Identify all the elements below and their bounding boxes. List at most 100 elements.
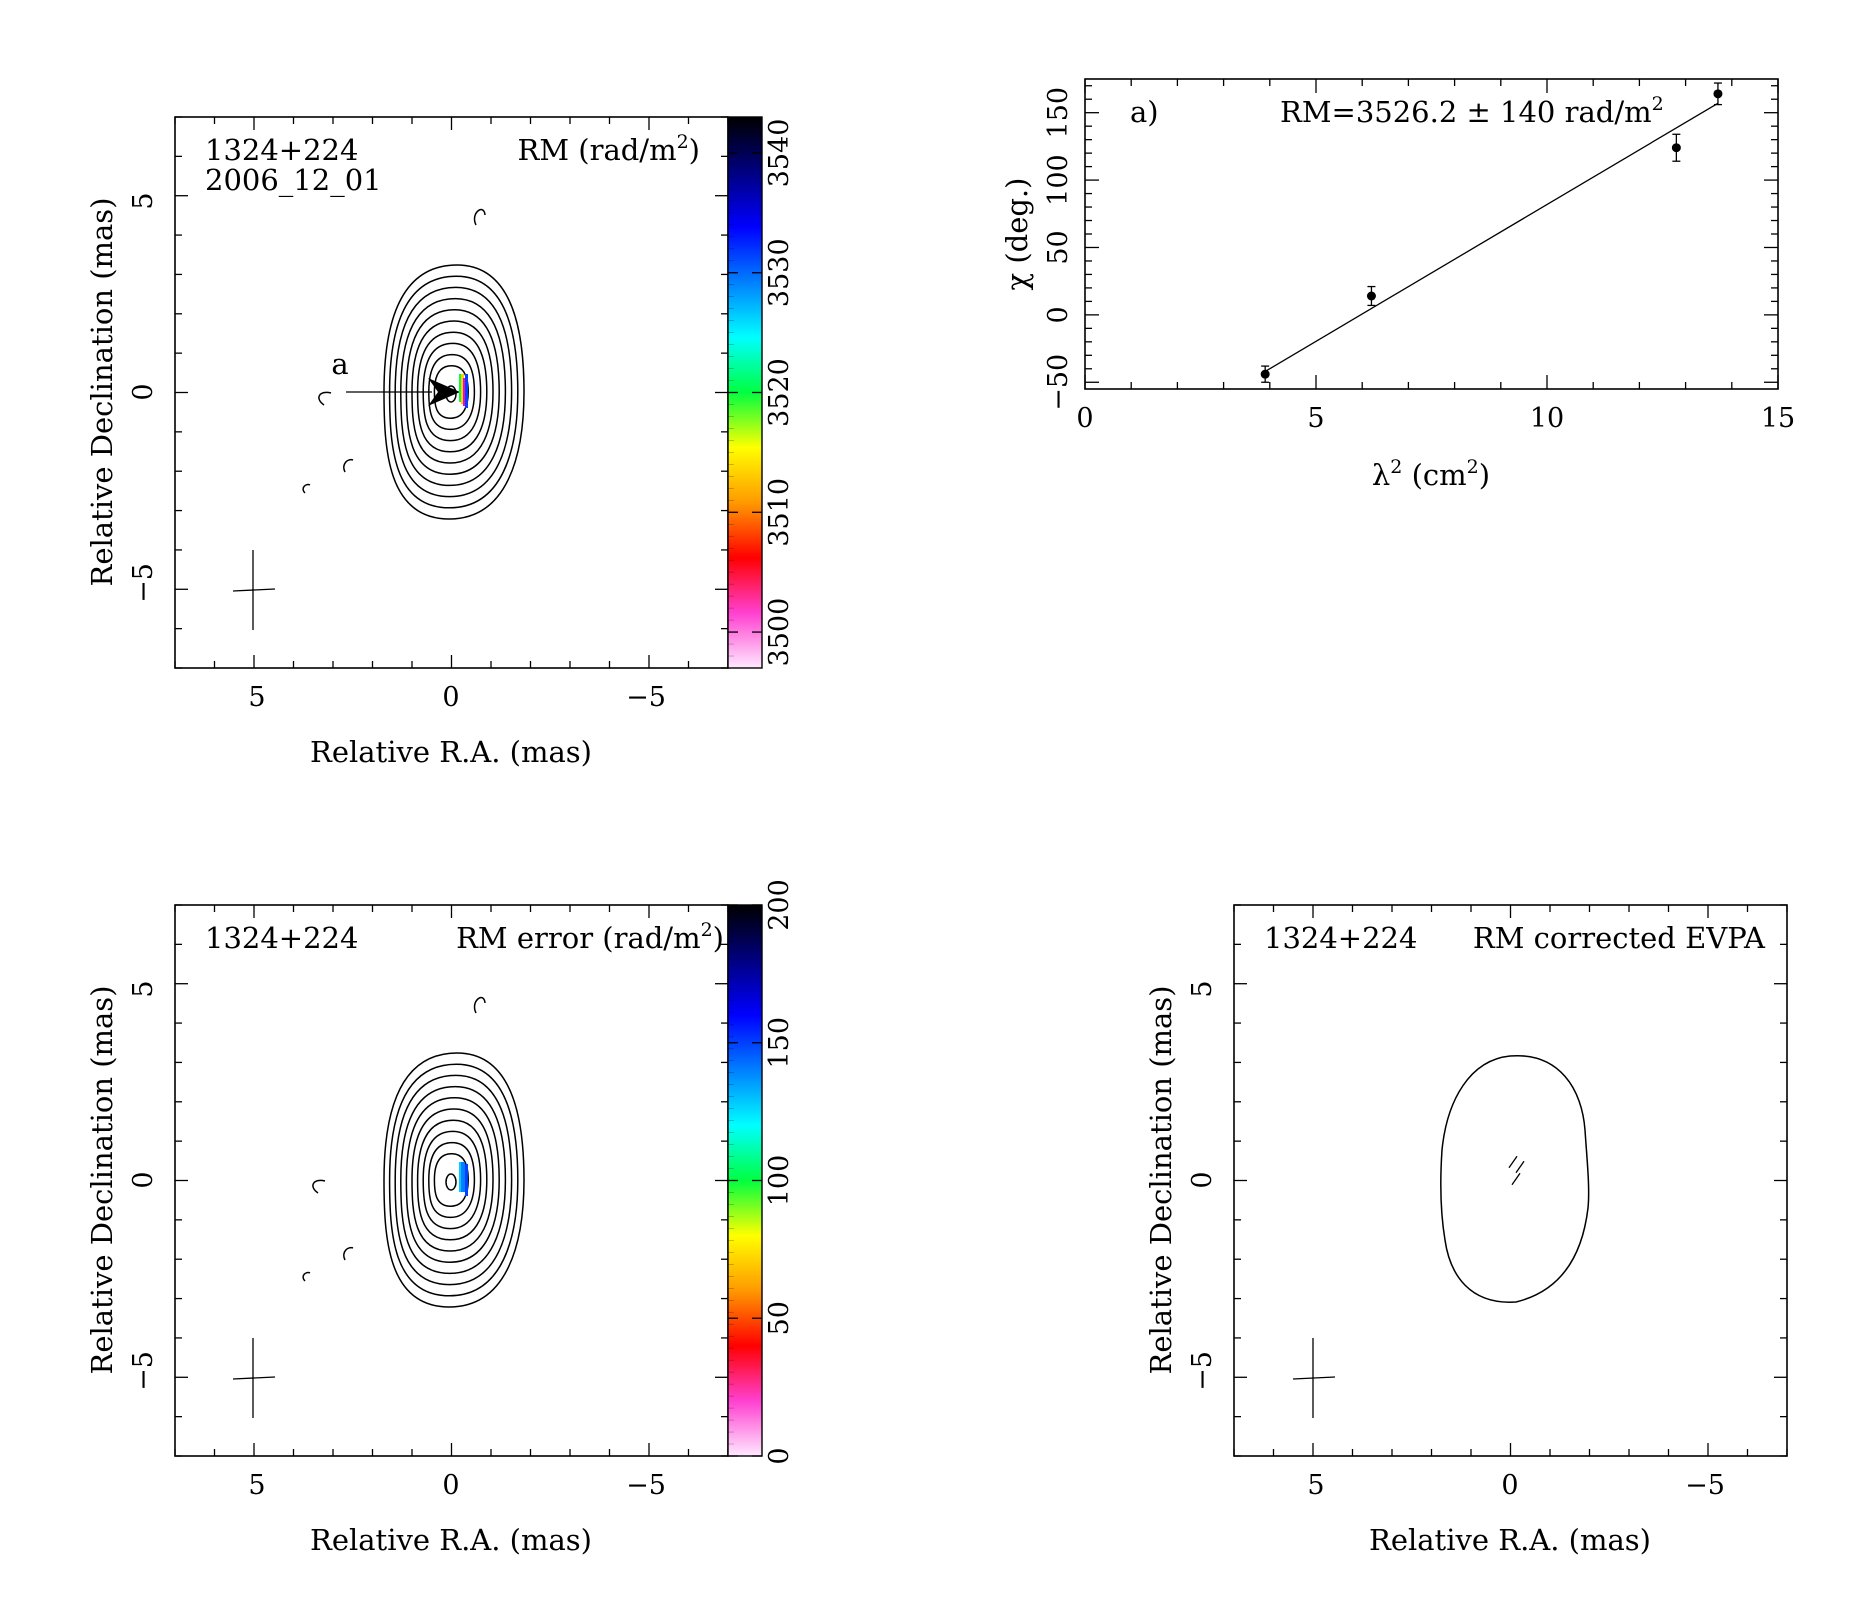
rm-error-map-ylabel: Relative Declination (mas) — [85, 985, 119, 1374]
rm-map-noise-contours — [302, 208, 486, 494]
contour-level — [388, 275, 519, 509]
rm-map-contours — [383, 264, 525, 520]
fit-ytick-label: 0 — [1043, 306, 1074, 323]
rm-map-xtick-neg5: −5 — [626, 682, 666, 713]
rm-error-colorbar-ticks: 0 50 100 150 200 — [728, 879, 795, 1465]
colorbar-tick-label: 3530 — [764, 238, 795, 307]
evpa-map-xtick-neg5: −5 — [1685, 1470, 1725, 1501]
rm-error-map-frame — [174, 904, 729, 1457]
evpa-vector — [1508, 1155, 1518, 1169]
rm-colorbar-ticks: 3500 3510 3520 3530 3540 — [728, 116, 795, 667]
beam-cross — [1292, 1338, 1336, 1418]
rm-map-ticks — [174, 116, 729, 669]
evpa-vectors — [1508, 1155, 1525, 1186]
rm-map-xlabel: Relative R.A. (mas) — [310, 735, 592, 769]
rm-error-map-source: 1324+224 — [205, 921, 358, 955]
evpa-map-ylabel: Relative Declination (mas) — [1144, 985, 1178, 1374]
rm-fit-data — [1260, 82, 1723, 383]
rm-map-xtick-0: 0 — [442, 682, 459, 713]
rm-fit-ticks — [1084, 79, 1779, 389]
evpa-map-xlabel: Relative R.A. (mas) — [1369, 1523, 1651, 1557]
fit-xtick-label: 15 — [1761, 403, 1795, 434]
colorbar-tick-label: 50 — [764, 1301, 795, 1335]
evpa-vector — [1515, 1160, 1525, 1174]
rm-map-xtick-5: 5 — [248, 682, 265, 713]
rm-fit-xlabel: λ2 (cm2) — [1372, 456, 1490, 492]
evpa-map-ytick-5: 5 — [1187, 980, 1218, 997]
colorbar-tick-label: 3540 — [764, 119, 795, 188]
evpa-map-xtick-0: 0 — [1501, 1470, 1518, 1501]
rm-map-ytick-5: 5 — [128, 192, 159, 209]
rm-map-source: 1324+224 — [205, 133, 358, 167]
evpa-map-quantity: RM corrected EVPA — [1473, 921, 1766, 955]
rm-error-map-xlabel: Relative R.A. (mas) — [310, 1523, 592, 1557]
contour-level — [394, 286, 513, 498]
rm-fit-rm-value: RM=3526.2 ± 140 rad/m2 — [1280, 93, 1664, 129]
data-point — [1671, 143, 1681, 153]
evpa-map-ticks — [1233, 904, 1788, 1457]
data-point — [1260, 369, 1270, 379]
contour-level — [394, 1074, 513, 1286]
contour-level — [405, 309, 500, 475]
rm-error-map-ytick-neg5: −5 — [128, 1351, 159, 1391]
beam-cross — [232, 1338, 276, 1418]
contour-level — [405, 1097, 500, 1263]
fit-ytick-label: 100 — [1043, 154, 1074, 206]
fit-ytick-label: 150 — [1043, 87, 1074, 139]
data-point — [1366, 291, 1376, 301]
rm-error-map-xtick-5: 5 — [248, 1470, 265, 1501]
rm-map-epoch: 2006_12_01 — [205, 163, 382, 198]
data-point — [1713, 89, 1723, 99]
rm-map-color-pixels — [459, 374, 468, 408]
contour-level — [388, 1063, 519, 1297]
colorbar-tick-label: 3500 — [764, 598, 795, 667]
rm-error-map-ticks — [174, 904, 729, 1457]
rm-error-map-ytick-0: 0 — [128, 1171, 159, 1188]
region-a-marker: a — [331, 347, 460, 406]
rm-error-map-xtick-neg5: −5 — [626, 1470, 666, 1501]
evpa-map-xtick-5: 5 — [1307, 1470, 1324, 1501]
contour-level — [411, 1108, 494, 1252]
fit-xtick-label: 5 — [1307, 403, 1324, 434]
rm-fit-ylabel: χ (deg.) — [1000, 178, 1034, 291]
fit-xtick-label: 0 — [1076, 403, 1093, 434]
colorbar-tick-label: 3510 — [764, 478, 795, 547]
evpa-map-ytick-neg5: −5 — [1187, 1351, 1218, 1391]
rm-error-map-noise-contours — [302, 996, 486, 1282]
fit-line — [1264, 102, 1719, 373]
contour-level — [445, 1173, 457, 1191]
colorbar-tick-label: 3520 — [764, 358, 795, 427]
rm-error-map-ytick-5: 5 — [128, 980, 159, 997]
contour-level — [383, 1052, 525, 1308]
rm-error-map-contours — [383, 1052, 525, 1308]
colorbar-tick-label: 0 — [764, 1447, 795, 1464]
rm-map-ytick-neg5: −5 — [128, 563, 159, 603]
evpa-vector — [1511, 1172, 1521, 1186]
contour-level — [416, 1119, 488, 1241]
svg-text:a: a — [331, 347, 348, 381]
evpa-map-frame — [1233, 904, 1788, 1457]
evpa-map-ytick-0: 0 — [1187, 1171, 1218, 1188]
evpa-map-contour — [1440, 1055, 1590, 1303]
contour-level — [400, 1085, 507, 1275]
rm-map-ylabel: Relative Declination (mas) — [85, 197, 119, 586]
fit-ytick-label: −50 — [1043, 354, 1074, 411]
rm-fit-panel-label: a) — [1130, 95, 1159, 129]
rm-map-ytick-0: 0 — [128, 383, 159, 400]
rm-map-panel: 3500 3510 3520 3530 3540 1324+224 2006_12_01… — [85, 116, 795, 769]
evpa-map-panel: 1324+224 RM corrected EVPA 5 0 −5 5 0 −5… — [1144, 904, 1788, 1557]
colorbar-tick-label: 100 — [764, 1155, 795, 1207]
colorbar-tick-label: 150 — [764, 1017, 795, 1069]
fit-ytick-label: 50 — [1043, 230, 1074, 264]
region-a-arrowhead — [428, 378, 460, 406]
contour-level — [400, 297, 507, 487]
rm-error-map-color-pixels — [459, 1162, 468, 1196]
contour-level — [428, 353, 476, 431]
fit-xtick-label: 10 — [1530, 403, 1564, 434]
contour-level — [411, 320, 494, 464]
contour-level — [428, 1141, 476, 1219]
